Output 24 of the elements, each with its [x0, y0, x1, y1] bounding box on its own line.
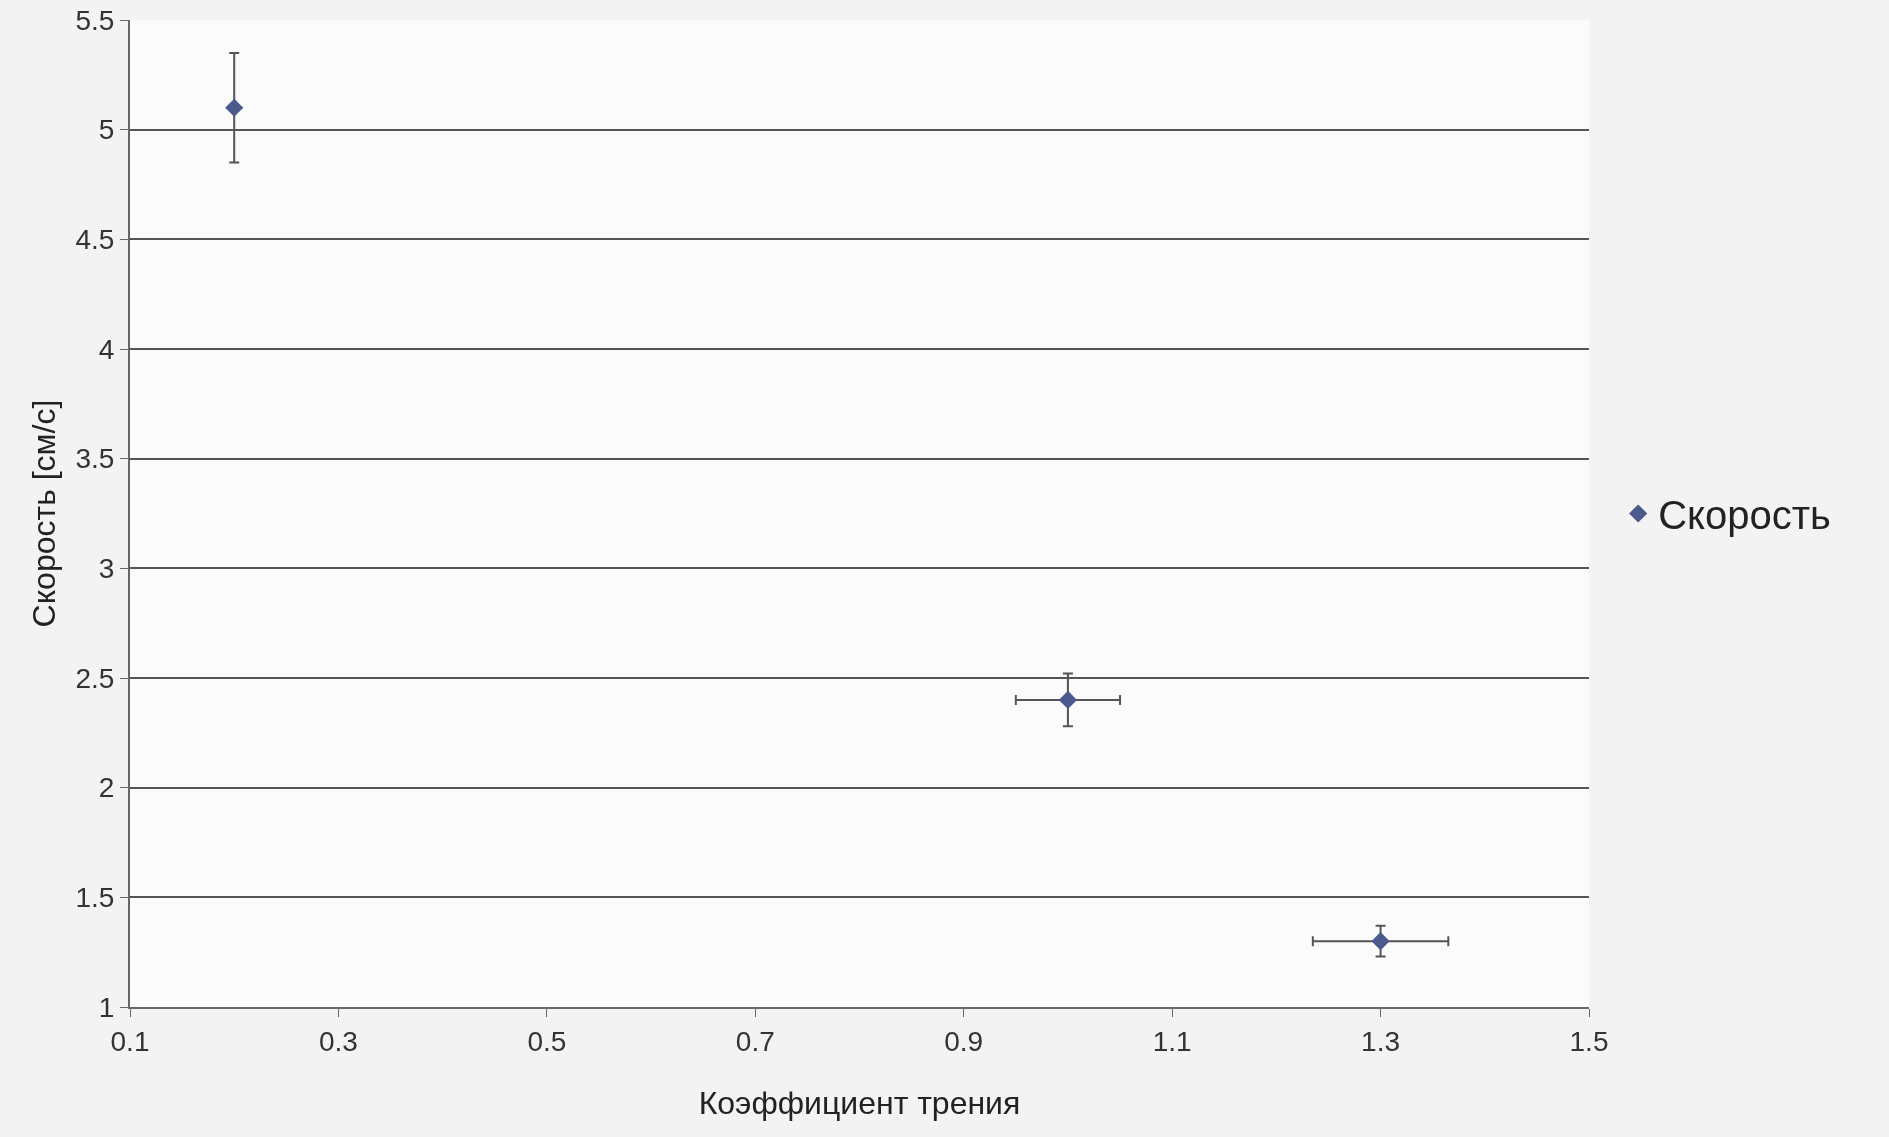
- y-tick-label: 4: [98, 333, 115, 365]
- y-tick-label: 2: [98, 772, 115, 804]
- x-tick-label: 1.3: [1361, 1025, 1401, 1057]
- y-tick-label: 2.5: [75, 662, 115, 694]
- legend-label: Скорость: [1658, 493, 1831, 538]
- x-tick-label: 0.3: [318, 1025, 358, 1057]
- y-tick-label: 3.5: [75, 443, 115, 475]
- x-tick-label: 0.7: [735, 1025, 775, 1057]
- x-axis-title: Коэффициент трения: [698, 1085, 1021, 1121]
- y-axis-title: Скорость [см/с]: [26, 399, 62, 628]
- y-tick-label: 5: [98, 114, 115, 146]
- x-tick-label: 0.9: [944, 1025, 984, 1057]
- point: [1371, 932, 1390, 951]
- y-tick-label: 5.5: [75, 4, 115, 36]
- y-tick-label: 3: [98, 553, 115, 585]
- x-tick-label: 0.1: [110, 1025, 150, 1057]
- x-tick-label: 0.5: [527, 1025, 567, 1057]
- x-tick-label: 1.5: [1569, 1025, 1609, 1057]
- point: [1058, 690, 1078, 710]
- y-tick-label: 4.5: [75, 224, 115, 256]
- y-tick-label: 1: [98, 991, 115, 1023]
- x-tick-label: 1.1: [1152, 1025, 1192, 1057]
- point: [225, 98, 244, 117]
- y-tick-label: 1.5: [75, 882, 115, 914]
